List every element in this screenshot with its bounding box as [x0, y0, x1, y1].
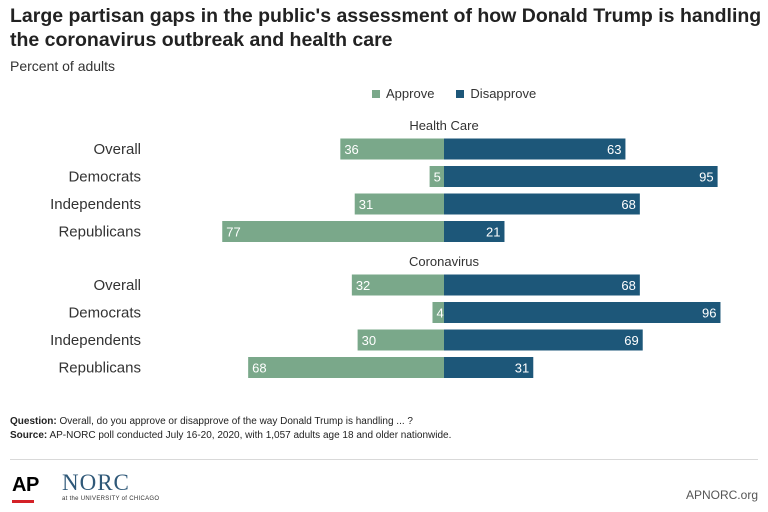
site-url: APNORC.org	[685, 488, 758, 502]
group-label: Health Care	[409, 118, 478, 133]
bar-disapprove	[444, 329, 643, 351]
footnote-source-label: Source:	[10, 430, 48, 441]
bar-disapprove	[444, 138, 626, 160]
data-label-approve: 31	[359, 197, 373, 212]
bar-approve	[222, 221, 444, 242]
data-label-disapprove: 63	[607, 142, 621, 157]
legend-label-approve: Approve	[386, 86, 435, 101]
category-label: Democrats	[68, 305, 141, 322]
footer-divider	[10, 459, 758, 460]
data-label-disapprove: 95	[699, 170, 713, 185]
footnote-source-text: AP-NORC poll conducted July 16-20, 2020,…	[49, 430, 452, 441]
category-label: Overall	[93, 141, 141, 158]
data-label-approve: 30	[362, 333, 376, 348]
category-label: Democrats	[68, 169, 141, 186]
legend-swatch-disapprove	[456, 89, 465, 98]
category-label: Independents	[50, 332, 141, 349]
data-label-disapprove: 21	[486, 225, 500, 240]
data-label-approve: 77	[226, 225, 240, 240]
category-label: Republicans	[58, 224, 141, 241]
legend-item-disapprove: Disapprove	[456, 86, 536, 101]
diverging-bar-chart: Health Care Overall 36 63 Democrats 5 95 Indepe…	[50, 118, 721, 378]
bar-approve	[357, 329, 444, 351]
data-label-approve: 36	[344, 142, 358, 157]
footnote-question-label: Question:	[10, 416, 57, 427]
footnote-source: Source: AP-NORC poll conducted July 16-2…	[10, 430, 451, 441]
legend-swatch-approve	[372, 89, 380, 98]
norc-logo: NORC	[62, 470, 130, 495]
group-label: Coronavirus	[409, 254, 480, 269]
legend: Approve Disapprove	[372, 86, 536, 101]
ap-logo-bar	[12, 500, 34, 503]
data-label-disapprove: 68	[621, 197, 635, 212]
category-label: Overall	[93, 277, 141, 294]
bar-disapprove	[444, 166, 718, 187]
data-label-approve: 5	[434, 170, 441, 185]
bar-approve	[354, 193, 444, 215]
bar-approve	[429, 166, 444, 187]
data-label-disapprove: 31	[515, 361, 529, 376]
bar-disapprove	[444, 357, 534, 378]
data-label-approve: 32	[356, 278, 370, 293]
data-label-approve: 68	[252, 361, 266, 376]
footnote-question: Question: Overall, do you approve or dis…	[10, 416, 413, 427]
data-label-disapprove: 69	[624, 333, 638, 348]
bar-disapprove	[444, 274, 640, 296]
bar-approve	[432, 302, 444, 323]
category-label: Republicans	[58, 360, 141, 377]
data-label-approve: 4	[436, 306, 443, 321]
chart-title: Large partisan gaps in the public's asse…	[10, 5, 762, 51]
ap-logo: AP	[12, 474, 39, 496]
data-label-disapprove: 68	[621, 278, 635, 293]
legend-item-approve: Approve	[372, 86, 434, 101]
footnote-question-text: Overall, do you approve or disapprove of…	[59, 416, 413, 427]
bar-disapprove	[444, 302, 721, 323]
legend-label-disapprove: Disapprove	[470, 86, 537, 101]
bar-approve	[351, 274, 444, 296]
bar-disapprove	[444, 221, 505, 242]
bar-disapprove	[444, 193, 640, 215]
data-label-disapprove: 96	[702, 306, 716, 321]
norc-logo-subtitle: at the UNIVERSITY of CHICAGO	[62, 496, 160, 502]
bar-approve	[248, 357, 444, 378]
bar-approve	[340, 138, 444, 160]
chart-subtitle: Percent of adults	[10, 58, 116, 74]
category-label: Independents	[50, 196, 141, 213]
